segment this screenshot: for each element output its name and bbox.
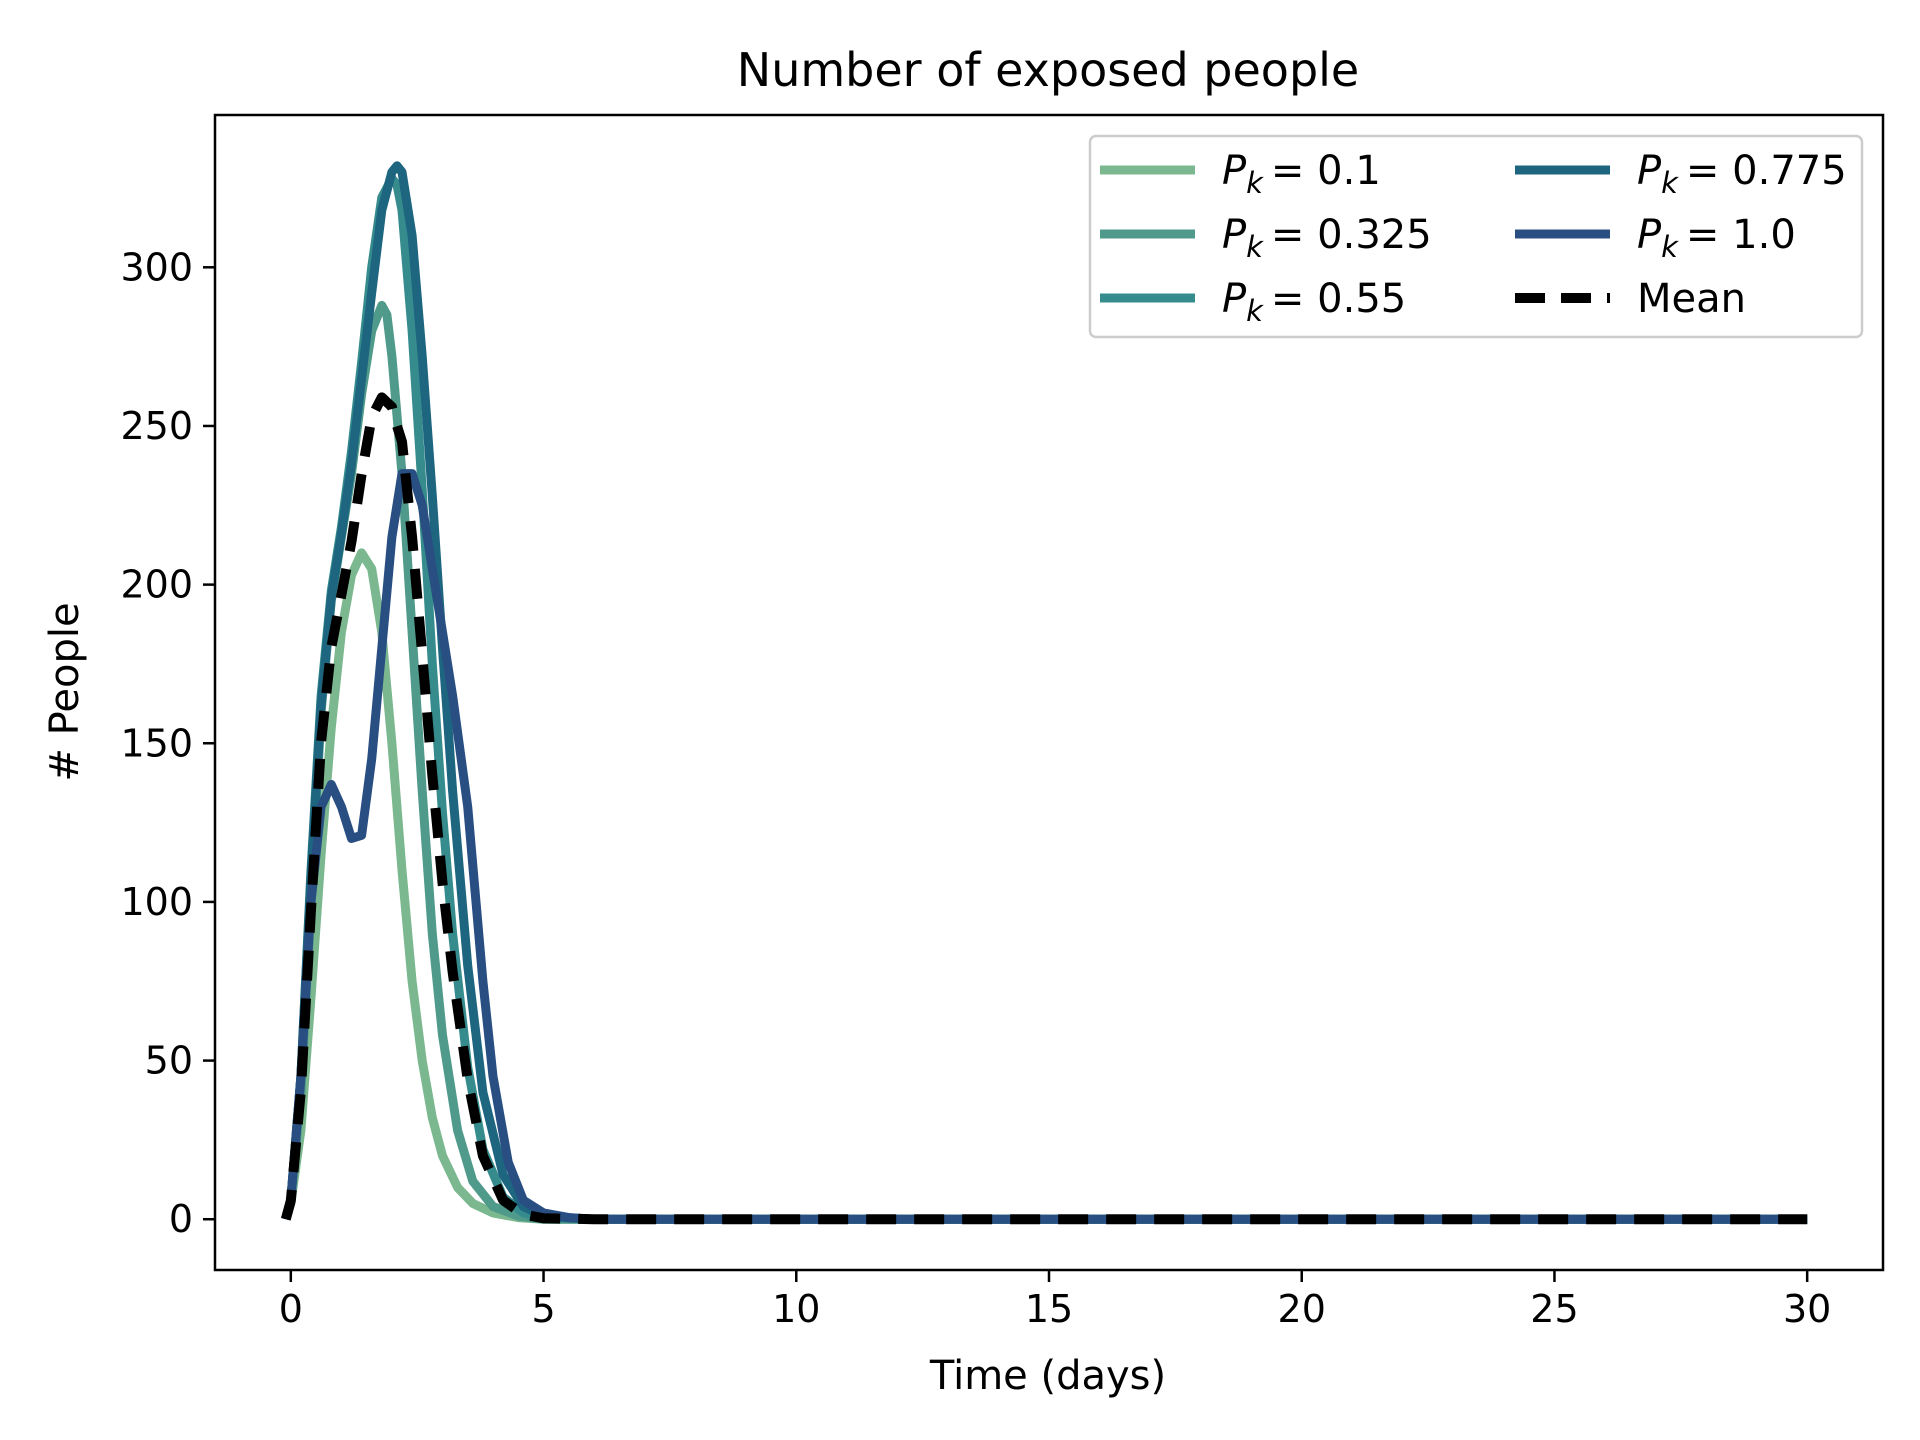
x-tick-label-0: 0 — [279, 1287, 303, 1331]
y-tick-label-4: 200 — [120, 563, 193, 607]
legend: Pk = 0.1 Pk = 0.325 Pk = 0.55 Pk = 0.775 Pk = 1.0… — [1088, 134, 1864, 339]
y-tick-label-3: 150 — [120, 721, 193, 765]
y-tick-label-2: 100 — [120, 880, 193, 924]
x-tick-label-1: 5 — [531, 1287, 555, 1331]
legend-label-3: Pk = 0.775 — [1637, 148, 1847, 200]
series-layer — [280, 161, 1808, 1225]
y-axis: 0 50 100 150 200 250 300 — [120, 245, 215, 1241]
legend-frame — [1088, 134, 1864, 339]
x-axis: 0 5 10 15 20 25 30 — [279, 1270, 1831, 1331]
series-line-5 — [280, 392, 1808, 1225]
legend-label-0: Pk = 0.1 — [1222, 148, 1381, 200]
legend-label-4: Pk = 1.0 — [1637, 212, 1796, 264]
legend-label-5: Mean — [1637, 276, 1746, 322]
y-axis-label: # People — [42, 602, 88, 781]
series-line-4 — [281, 469, 1808, 1224]
legend-label-1: Pk = 0.325 — [1222, 212, 1432, 264]
legend-label-2: Pk = 0.55 — [1222, 276, 1406, 328]
y-tick-label-1: 50 — [145, 1039, 193, 1083]
y-tick-label-0: 0 — [169, 1197, 193, 1241]
x-tick-label-2: 10 — [772, 1287, 820, 1331]
x-tick-label-4: 20 — [1278, 1287, 1326, 1331]
y-tick-label-6: 300 — [120, 245, 193, 289]
x-tick-label-6: 30 — [1783, 1287, 1831, 1331]
plot-area — [280, 161, 1808, 1225]
x-axis-label: Time (days) — [929, 1353, 1166, 1399]
series-line-0 — [281, 548, 1808, 1224]
chart-title: Number of exposed people — [737, 43, 1359, 97]
y-tick-label-5: 250 — [120, 404, 193, 448]
x-tick-label-5: 25 — [1530, 1287, 1578, 1331]
x-tick-label-3: 15 — [1025, 1287, 1073, 1331]
